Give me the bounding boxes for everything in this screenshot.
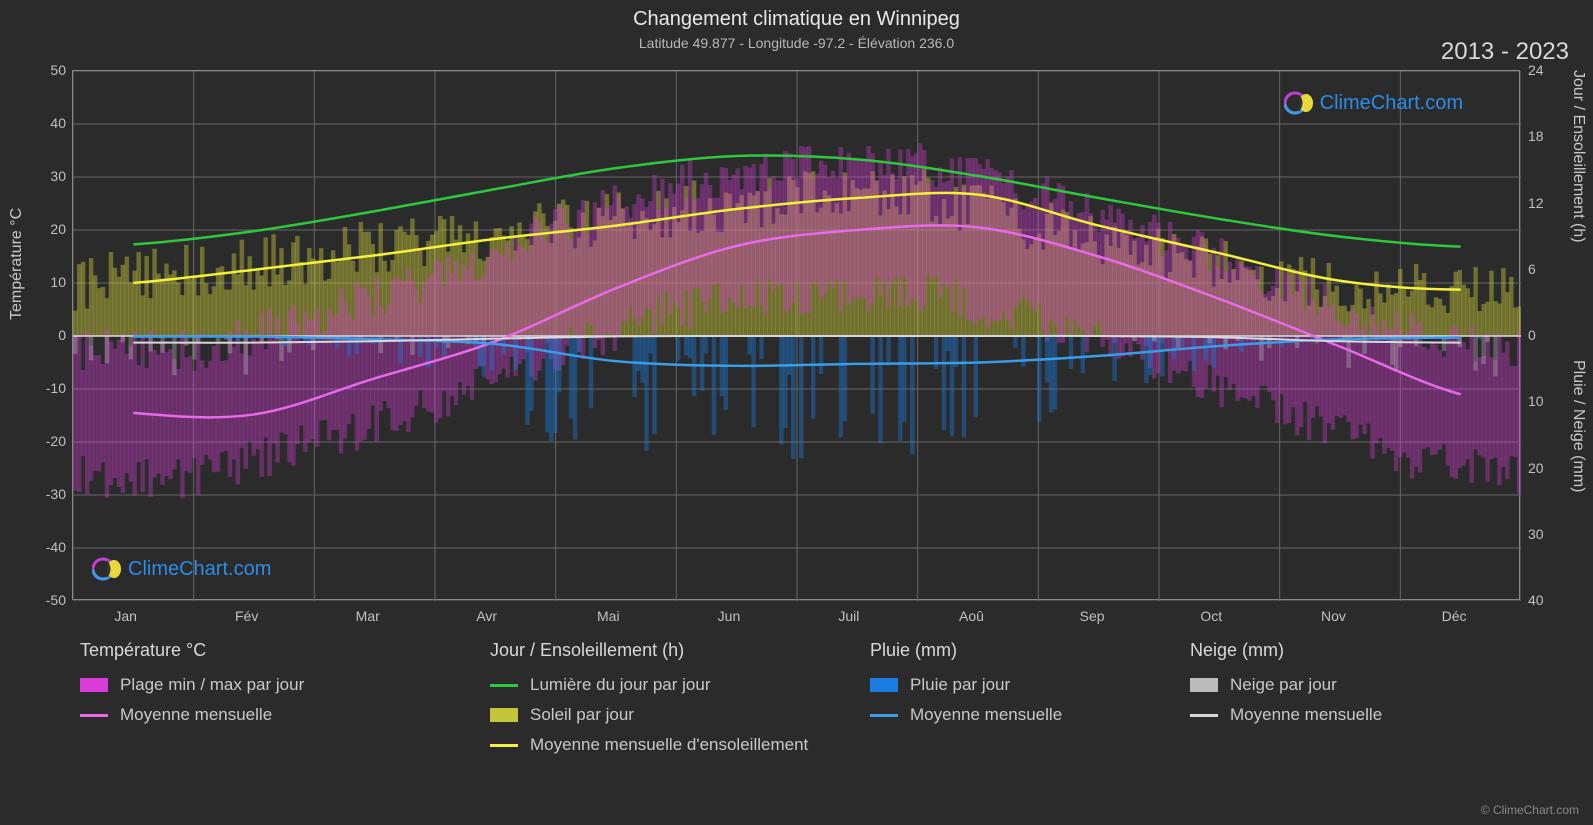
left-tick: 40 (26, 115, 66, 131)
legend-item: Lumière du jour par jour (490, 675, 840, 695)
month-label: Nov (1321, 608, 1346, 624)
legend-header: Pluie (mm) (870, 640, 1160, 661)
left-tick: -20 (26, 433, 66, 449)
right-top-tick: 24 (1528, 62, 1544, 78)
chart-subtitle: Latitude 49.877 - Longitude -97.2 - Élév… (0, 31, 1593, 51)
legend-column: Température °C Plage min / max par jour Mo… (80, 640, 490, 755)
legend-swatch (1190, 714, 1218, 717)
legend-column: Neige (mm) Neige par jour Moyenne mensuell… (1190, 640, 1510, 755)
logo-icon (1284, 88, 1314, 118)
legend-label: Moyenne mensuelle d'ensoleillement (530, 735, 808, 755)
right-bottom-tick: 10 (1528, 393, 1544, 409)
legend-label: Lumière du jour par jour (530, 675, 710, 695)
right-top-tick: 18 (1528, 128, 1544, 144)
left-tick: 20 (26, 221, 66, 237)
legend-item: Soleil par jour (490, 705, 840, 725)
legend-label: Moyenne mensuelle (1230, 705, 1382, 725)
year-range: 2013 - 2023 (1441, 38, 1569, 66)
legend-label: Pluie par jour (910, 675, 1010, 695)
left-tick: -40 (26, 539, 66, 555)
left-tick: -30 (26, 486, 66, 502)
left-tick: 0 (26, 327, 66, 343)
legend-header: Neige (mm) (1190, 640, 1480, 661)
month-label: Fév (235, 608, 258, 624)
right-top-tick: 12 (1528, 195, 1544, 211)
month-label: Mai (597, 608, 620, 624)
legend-label: Moyenne mensuelle (120, 705, 272, 725)
legend-label: Neige par jour (1230, 675, 1337, 695)
left-tick: 50 (26, 62, 66, 78)
month-label: Jan (114, 608, 137, 624)
legend-header: Température °C (80, 640, 460, 661)
legend-header: Jour / Ensoleillement (h) (490, 640, 840, 661)
right-top-tick: 0 (1528, 327, 1536, 343)
left-tick: -50 (26, 592, 66, 608)
legend-label: Plage min / max par jour (120, 675, 304, 695)
legend-item: Pluie par jour (870, 675, 1160, 695)
left-tick: 30 (26, 168, 66, 184)
legend-swatch (870, 678, 898, 692)
legend-swatch (490, 684, 518, 687)
right-bottom-tick: 20 (1528, 460, 1544, 476)
legend-swatch (490, 744, 518, 747)
legend-swatch (870, 714, 898, 717)
left-tick: -10 (26, 380, 66, 396)
legend-label: Soleil par jour (530, 705, 634, 725)
month-label: Sep (1080, 608, 1105, 624)
logo-top: ClimeChart.com (1284, 88, 1463, 118)
month-label: Jun (718, 608, 741, 624)
right-top-tick: 6 (1528, 261, 1536, 277)
month-label: Avr (476, 608, 497, 624)
month-label: Juil (838, 608, 859, 624)
month-label: Mar (356, 608, 380, 624)
right-bottom-tick: 30 (1528, 526, 1544, 542)
logo-text: ClimeChart.com (128, 558, 271, 581)
legend-item: Plage min / max par jour (80, 675, 460, 695)
copyright: © ClimeChart.com (1481, 803, 1579, 817)
legend-swatch (1190, 678, 1218, 692)
legend: Température °C Plage min / max par jour Mo… (80, 640, 1520, 755)
month-label: Aoû (959, 608, 984, 624)
legend-swatch (80, 678, 108, 692)
logo-icon (92, 554, 122, 584)
month-label: Déc (1442, 608, 1467, 624)
legend-swatch (490, 708, 518, 722)
left-axis-label: Température °C (8, 208, 26, 320)
legend-label: Moyenne mensuelle (910, 705, 1062, 725)
legend-item: Moyenne mensuelle d'ensoleillement (490, 735, 840, 755)
legend-item: Moyenne mensuelle (870, 705, 1160, 725)
right-bottom-tick: 40 (1528, 592, 1544, 608)
logo-text: ClimeChart.com (1320, 92, 1463, 115)
legend-swatch (80, 714, 108, 717)
right-axis-top-label: Jour / Ensoleillement (h) (1569, 70, 1587, 243)
logo-bottom: ClimeChart.com (92, 554, 271, 584)
plot-svg (73, 71, 1521, 601)
month-label: Oct (1200, 608, 1222, 624)
legend-item: Moyenne mensuelle (80, 705, 460, 725)
legend-item: Moyenne mensuelle (1190, 705, 1480, 725)
plot-area (72, 70, 1520, 600)
left-tick: 10 (26, 274, 66, 290)
chart-title: Changement climatique en Winnipeg (0, 0, 1593, 31)
climate-chart: Changement climatique en Winnipeg Latitu… (0, 0, 1593, 825)
legend-column: Jour / Ensoleillement (h) Lumière du jour… (490, 640, 870, 755)
legend-item: Neige par jour (1190, 675, 1480, 695)
right-axis-bottom-label: Pluie / Neige (mm) (1569, 360, 1587, 492)
legend-column: Pluie (mm) Pluie par jour Moyenne mensuell… (870, 640, 1190, 755)
